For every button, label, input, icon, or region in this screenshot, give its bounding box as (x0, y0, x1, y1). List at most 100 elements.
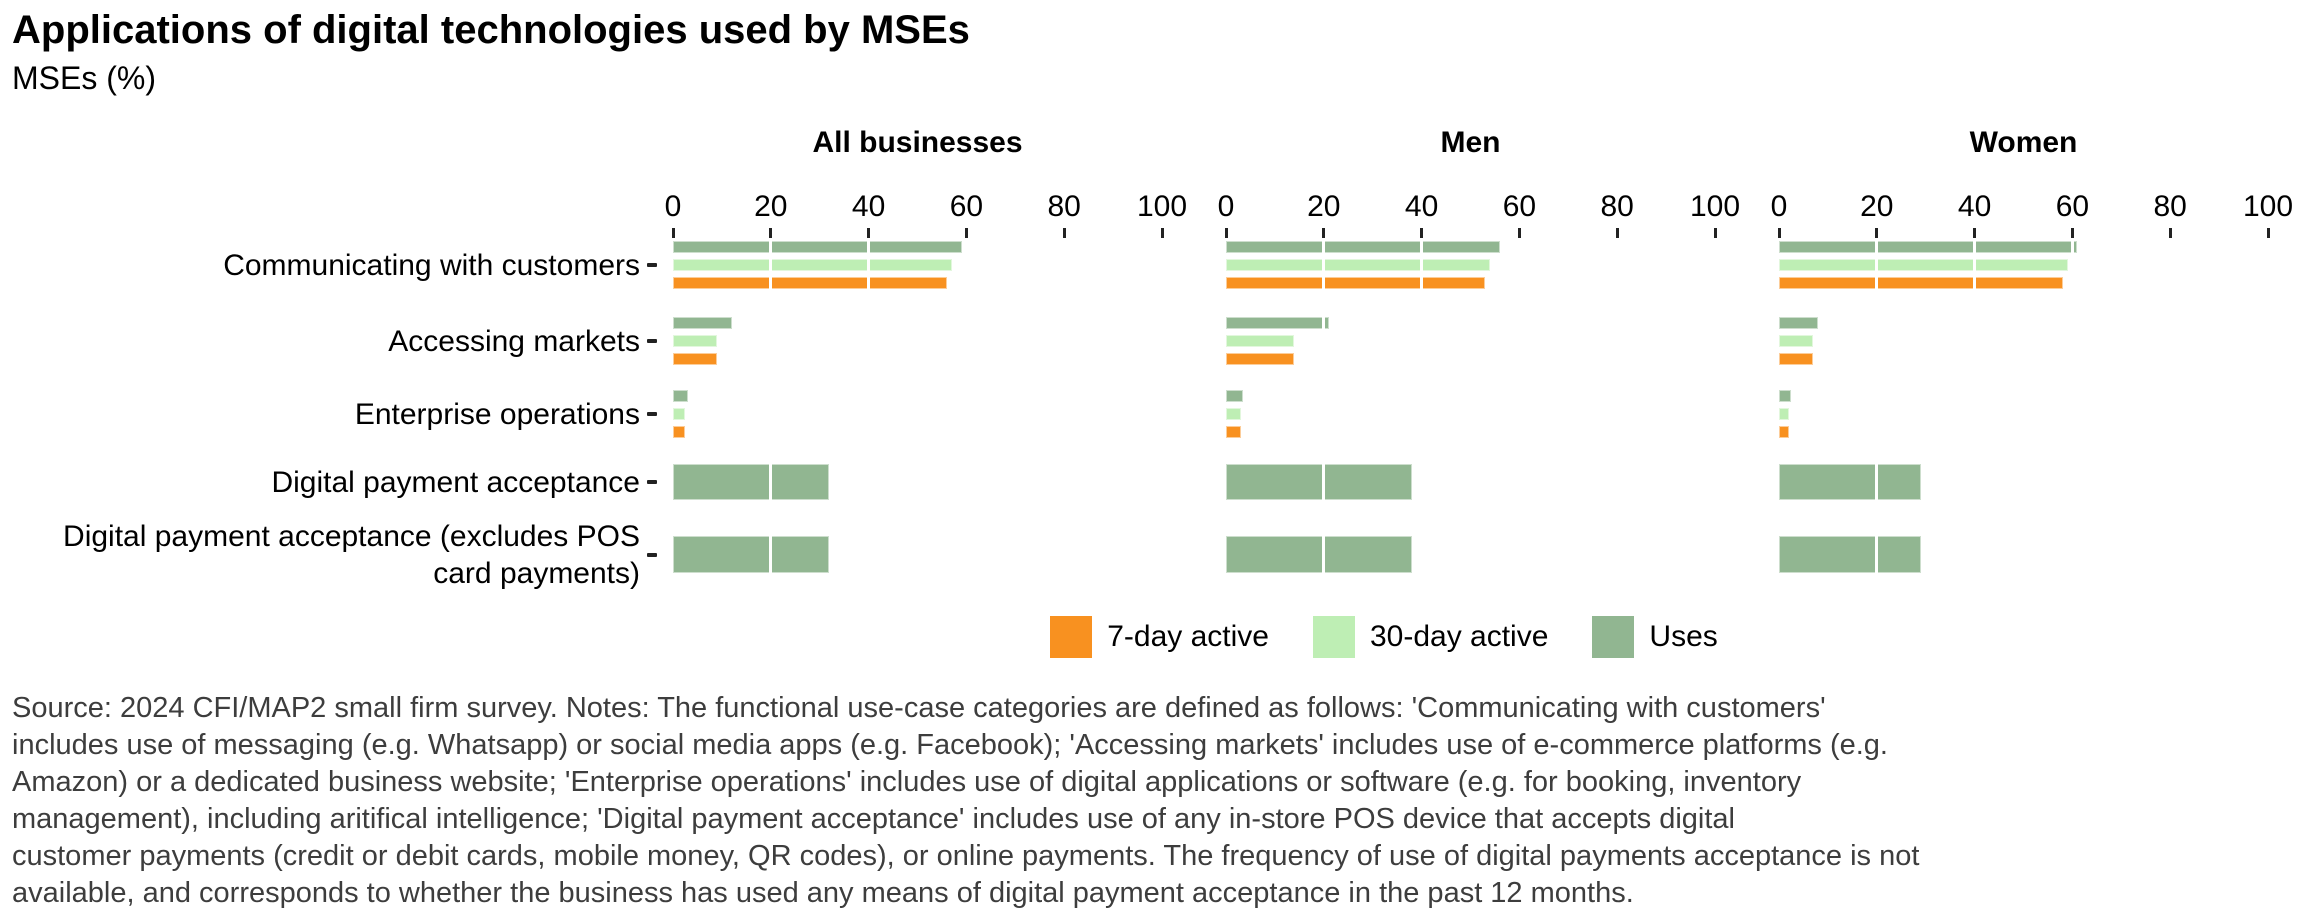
gridline (1615, 536, 1619, 573)
bar-7-day-active (1779, 353, 1814, 365)
gridline (2070, 536, 2074, 573)
gridline (769, 317, 773, 365)
source-note: Source: 2024 CFI/MAP2 small firm survey.… (12, 690, 2296, 912)
y-tick-mark (647, 480, 657, 484)
x-tick-mark (2070, 228, 2074, 238)
gridline (2070, 241, 2074, 289)
bar-7-day-active (673, 426, 686, 438)
x-tick-label: 60 (1502, 190, 1537, 223)
x-tick-label: 0 (1217, 190, 1235, 223)
x-tick-mark (1224, 228, 1228, 238)
gridline (1062, 390, 1066, 438)
x-tick-mark (867, 228, 871, 238)
gridline (1420, 390, 1424, 438)
gridline (867, 317, 871, 365)
gridline (1420, 464, 1424, 500)
gridline (1322, 317, 1326, 365)
legend-label: 30-day active (1369, 620, 1549, 653)
gridline (1062, 536, 1066, 573)
gridline (769, 241, 773, 289)
bar-uses (1779, 390, 1792, 402)
x-tick-mark (1615, 228, 1619, 238)
gridline (1615, 317, 1619, 365)
legend: 7-day active 30-day active Uses (232, 616, 2304, 658)
gridline (867, 241, 871, 289)
source-note-line: Source: 2024 CFI/MAP2 small firm survey.… (12, 692, 1826, 724)
legend-item-uses: Uses (1592, 616, 1718, 658)
bar-30-day-active (1226, 259, 1491, 271)
x-tick-label: 100 (1689, 190, 1741, 223)
x-tick-mark (1160, 228, 1164, 238)
category-label-enterprise-operations: Enterprise operations (354, 397, 640, 431)
gridline (1875, 464, 1879, 500)
bar-uses (673, 464, 830, 500)
x-tick-mark (2266, 228, 2270, 238)
gridline (2070, 317, 2074, 365)
gridline (1420, 317, 1424, 365)
bar-7-day-active (1226, 277, 1486, 289)
gridline (2168, 464, 2172, 500)
bar-uses (1779, 241, 2078, 253)
x-tick-label: 20 (1307, 190, 1341, 223)
gridline (964, 464, 968, 500)
legend-swatch-30-day-active (1312, 616, 1355, 658)
bar-30-day-active (673, 408, 686, 420)
bar-30-day-active (1226, 408, 1241, 420)
gridline (1973, 536, 1977, 573)
gridline (1615, 464, 1619, 500)
bar-7-day-active (673, 353, 717, 365)
bar-30-day-active (673, 259, 952, 271)
bar-uses (1779, 464, 1921, 500)
gridline (964, 536, 968, 573)
y-tick-mark (647, 412, 657, 416)
x-tick-label: 80 (2153, 190, 2187, 223)
x-tick-mark (769, 228, 773, 238)
category-label-accessing-markets: Accessing markets (388, 324, 640, 358)
gridline (1973, 464, 1977, 500)
gridline (1322, 390, 1326, 438)
x-tick-mark (1875, 228, 1879, 238)
gridline (1973, 317, 1977, 365)
gridline (1615, 241, 1619, 289)
gridline (2070, 390, 2074, 438)
x-tick-label: 80 (1600, 190, 1634, 223)
gridline (1875, 390, 1879, 438)
bar-30-day-active (1779, 259, 2068, 271)
gridline (1973, 241, 1977, 289)
x-tick-label: 100 (1136, 190, 1188, 223)
gridline (769, 390, 773, 438)
source-note-line: includes use of messaging (e.g. Whatsapp… (12, 729, 1888, 761)
x-tick-label: 0 (1770, 190, 1788, 223)
bar-uses (1226, 536, 1412, 573)
gridline (867, 390, 871, 438)
legend-label: Uses (1649, 620, 1718, 653)
bar-uses (1779, 317, 1819, 329)
bar-7-day-active (1779, 277, 2063, 289)
gridline (867, 464, 871, 500)
bar-uses (1226, 241, 1500, 253)
gridline (1062, 464, 1066, 500)
gridline (1322, 464, 1326, 500)
gridline (1615, 390, 1619, 438)
gridline (1062, 241, 1066, 289)
gridline (1875, 536, 1879, 573)
source-note-line: Amazon) or a dedicated business website;… (12, 766, 1802, 798)
bar-uses (673, 390, 688, 402)
bar-uses (673, 536, 830, 573)
gridline (2168, 536, 2172, 573)
bar-uses (673, 317, 732, 329)
gridline (1875, 317, 1879, 365)
panel-title-men: Men (1440, 126, 1501, 159)
y-tick-mark (647, 339, 657, 343)
gridline (964, 390, 968, 438)
legend-item-30-day-active: 30-day active (1312, 616, 1549, 658)
gridline (2070, 464, 2074, 500)
x-tick-mark (1713, 228, 1717, 238)
x-tick-mark (671, 228, 675, 238)
x-tick-mark (964, 228, 968, 238)
bar-7-day-active (673, 277, 947, 289)
bar-uses (1226, 317, 1329, 329)
x-tick-label: 60 (949, 190, 984, 223)
gridline (2168, 317, 2172, 365)
